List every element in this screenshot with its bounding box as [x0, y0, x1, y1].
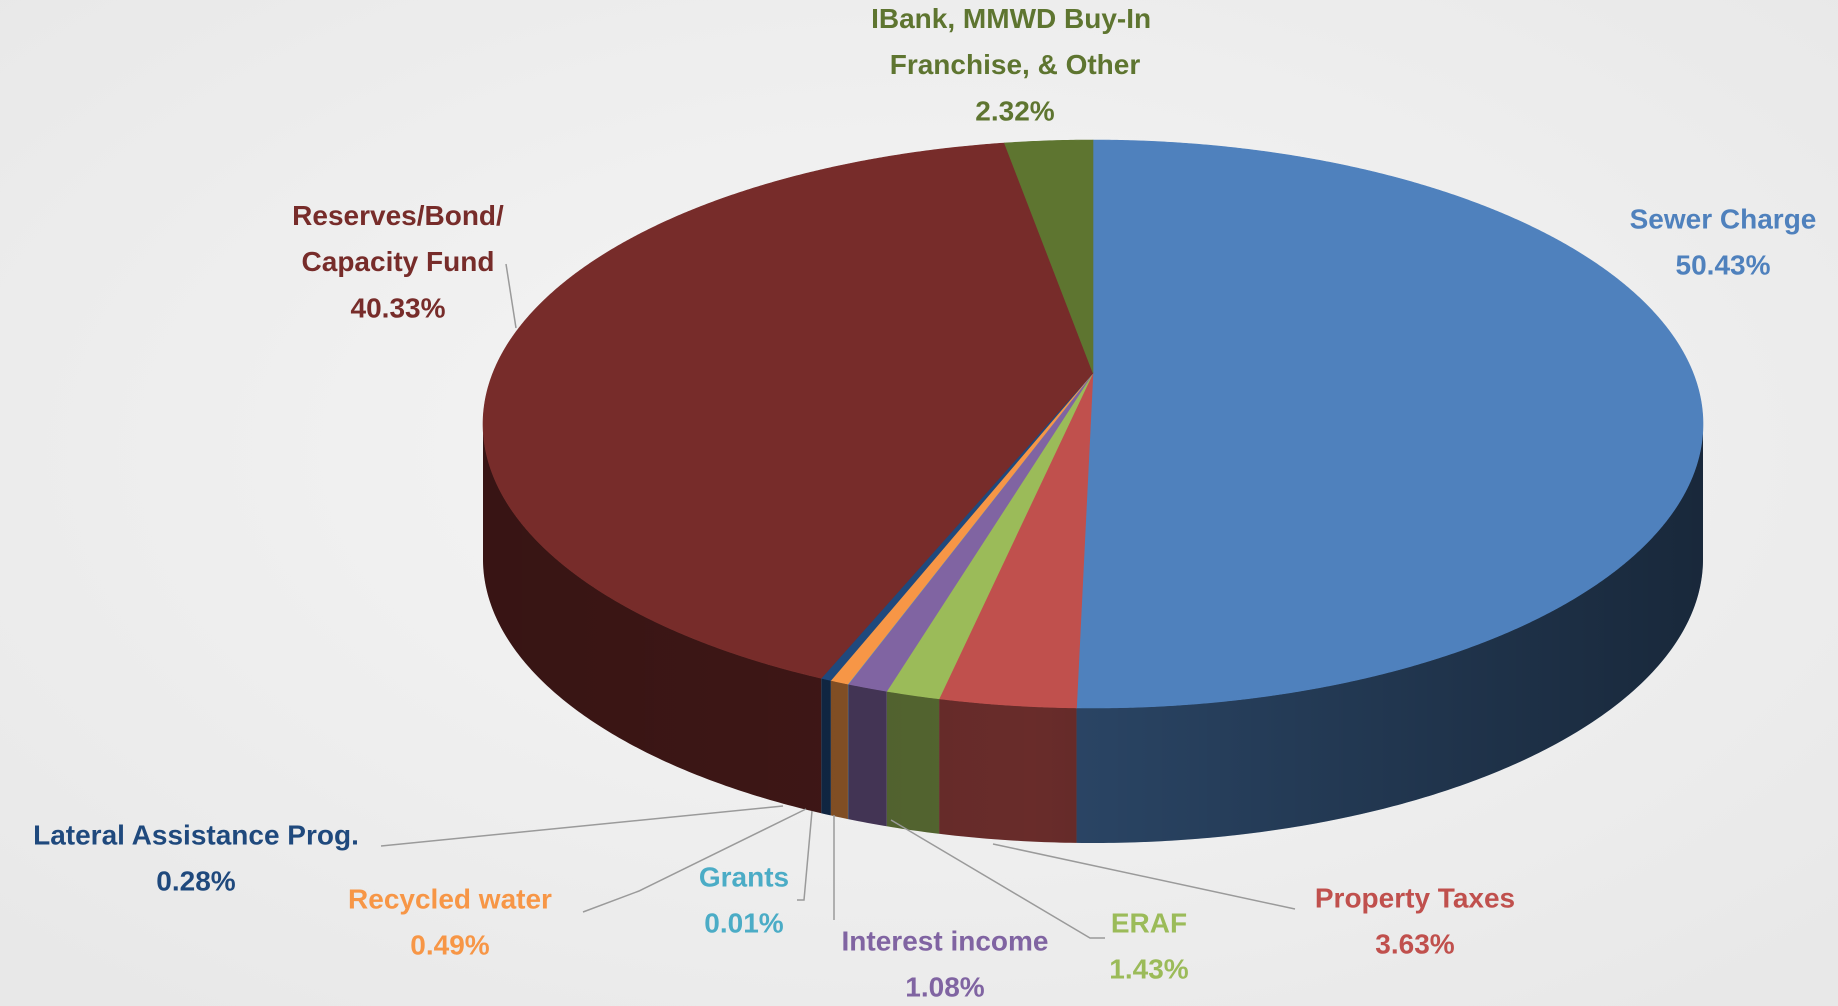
category-label: ERAF: [1111, 907, 1187, 938]
leader-line: [797, 810, 813, 901]
side-shade: [483, 424, 1703, 843]
leader-line: [380, 805, 784, 847]
leader-lines: [380, 263, 1296, 939]
leader-line: [992, 843, 1296, 910]
labels: Sewer Charge 50.43% Property Taxes 3.63% ERA…: [33, 3, 1816, 1002]
value-label: 0.28%: [156, 865, 235, 896]
slice: [847, 372, 1094, 692]
label-line: Capacity Fund: [302, 246, 495, 277]
value-label: 2.32%: [975, 95, 1054, 126]
label-line: Franchise, & Other: [890, 49, 1141, 80]
value-label: 1.43%: [1109, 953, 1188, 984]
category-label: Reserves/Bond/Capacity Fund: [292, 200, 504, 277]
category-label: IBank, MMWD Buy-In Franchise, & Other: [871, 3, 1159, 80]
slice: [1076, 139, 1704, 709]
slice: [886, 372, 1094, 700]
value-label: 3.63%: [1375, 928, 1454, 959]
label-line: Reserves/Bond/: [292, 200, 504, 231]
value-label: 50.43%: [1676, 249, 1771, 280]
label-line: IBank, MMWD Buy-In: [871, 3, 1159, 34]
pie-tops: [482, 139, 1704, 709]
leader-line: [890, 819, 1105, 939]
leader-line: [505, 263, 517, 329]
value-label: 0.49%: [410, 929, 489, 960]
value-label: 40.33%: [351, 292, 446, 323]
category-label: Lateral Assistance Prog.: [33, 819, 359, 850]
category-label: Interest income: [842, 925, 1049, 956]
category-label: Sewer Charge: [1630, 203, 1817, 234]
slice: [482, 142, 1094, 679]
slice: [1003, 139, 1094, 374]
category-label: Recycled water: [348, 883, 552, 914]
pie-sides: [483, 424, 1703, 843]
category-label: Property Taxes: [1315, 882, 1515, 913]
value-label: 1.08%: [905, 971, 984, 1002]
leader-line: [582, 808, 807, 913]
slice: [938, 372, 1094, 709]
category-label: Grants: [699, 861, 789, 892]
value-label: 0.01%: [704, 907, 783, 938]
